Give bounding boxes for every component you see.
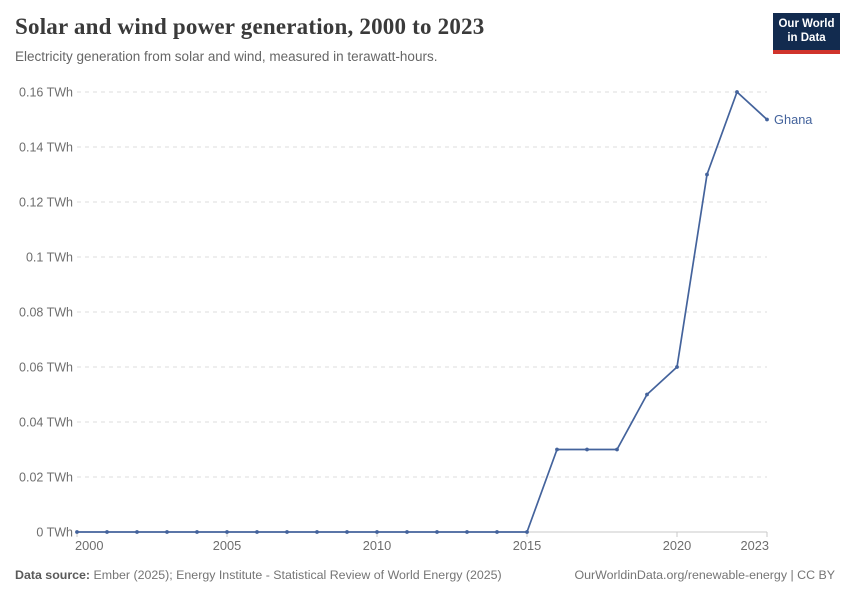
chart-title: Solar and wind power generation, 2000 to… (15, 14, 485, 39)
data-point[interactable] (675, 365, 679, 369)
owid-logo-line1: Our World (778, 18, 835, 30)
data-source-label: Data source: (15, 568, 91, 582)
chart-subtitle: Electricity generation from solar and wi… (15, 49, 438, 64)
y-axis-tick-label: 0.06 TWh (19, 360, 73, 374)
data-point[interactable] (105, 530, 109, 534)
series-line[interactable] (76, 91, 768, 533)
y-axis-tick-label: 0.16 TWh (19, 85, 73, 99)
data-point[interactable] (375, 530, 379, 534)
data-source-note: Data source: Ember (2025); Energy Instit… (15, 568, 502, 582)
data-point[interactable] (315, 530, 319, 534)
data-point[interactable] (345, 530, 349, 534)
y-axis-tick-label: 0.02 TWh (19, 470, 73, 484)
y-axis-tick-label: 0 TWh (36, 525, 73, 539)
data-point[interactable] (405, 530, 409, 534)
owid-logo-text: Our World in Data (773, 13, 840, 50)
series-end-label[interactable]: Ghana (774, 112, 813, 127)
data-point[interactable] (195, 530, 199, 534)
y-axis-tick-label: 0.12 TWh (19, 195, 73, 209)
data-point[interactable] (255, 530, 259, 534)
x-axis-tick-label: 2023 (741, 538, 769, 553)
x-axis-tick-label: 2010 (363, 538, 391, 553)
data-point[interactable] (765, 117, 769, 122)
y-axis-tick-label: 0.08 TWh (19, 305, 73, 319)
owid-logo[interactable]: Our World in Data (773, 13, 840, 54)
x-axis-tick-label: 2015 (513, 538, 541, 553)
data-point[interactable] (225, 530, 229, 534)
x-axis-tick-label: 2020 (663, 538, 691, 553)
y-axis-tick-label: 0.1 TWh (26, 250, 73, 264)
y-axis-tick-label: 0.04 TWh (19, 415, 73, 429)
owid-logo-line2: in Data (787, 31, 826, 44)
data-point[interactable] (435, 530, 439, 534)
data-point[interactable] (585, 447, 589, 452)
data-point[interactable] (495, 530, 499, 534)
chart-footer: Data source: Ember (2025); Energy Instit… (15, 568, 835, 582)
owid-logo-red-bar (773, 50, 840, 54)
data-point[interactable] (165, 530, 169, 534)
x-axis-tick-label: 2000 (75, 538, 103, 553)
owid-url-license-link[interactable]: OurWorldinData.org/renewable-energy | CC… (574, 568, 835, 582)
data-point[interactable] (465, 530, 469, 534)
data-point[interactable] (285, 530, 289, 534)
data-point[interactable] (735, 90, 739, 94)
data-point[interactable] (75, 530, 79, 534)
data-point[interactable] (645, 392, 649, 397)
y-axis-tick-label: 0.14 TWh (19, 140, 73, 154)
data-point[interactable] (705, 172, 709, 177)
data-point[interactable] (525, 530, 529, 534)
data-point[interactable] (135, 530, 139, 534)
data-point[interactable] (615, 447, 619, 452)
data-source-text: Ember (2025); Energy Institute - Statist… (93, 568, 502, 582)
data-point[interactable] (555, 447, 559, 452)
x-axis-tick-label: 2005 (213, 538, 241, 553)
